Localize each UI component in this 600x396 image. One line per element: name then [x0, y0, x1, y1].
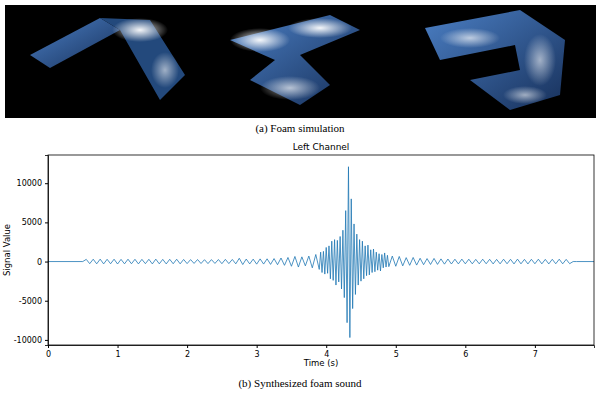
- render-foam: [288, 18, 352, 38]
- x-tick: 5: [394, 345, 399, 359]
- x-tick-label: 3: [255, 350, 260, 359]
- x-tick-mark: [396, 345, 397, 348]
- x-tick-label: 5: [394, 350, 399, 359]
- x-axis-title: Time (s): [303, 358, 339, 368]
- y-tick: 0: [37, 258, 48, 267]
- y-tick-label: 10000: [17, 179, 42, 188]
- y-tick-mark: [45, 222, 48, 223]
- x-tick-mark: [257, 345, 258, 348]
- x-tick-mark: [118, 345, 119, 348]
- render-slab: [230, 15, 360, 105]
- y-axis-title: Signal Value: [2, 224, 12, 276]
- y-tick: 10000: [17, 179, 48, 188]
- render-foam: [260, 76, 320, 100]
- caption: (b) Synthesized foam sound: [238, 377, 362, 390]
- render-foam: [440, 28, 500, 48]
- y-tick-mark: [45, 183, 48, 184]
- y-axis: -10000 -5000 0 5000 10000: [14, 156, 49, 346]
- x-tick-mark: [187, 345, 188, 348]
- x-tick: 1: [116, 345, 121, 359]
- y-tick: -5000: [19, 297, 48, 306]
- waveform: [48, 167, 594, 338]
- y-tick-label: -10000: [14, 336, 42, 345]
- plot-frame: [48, 155, 594, 345]
- x-tick-mark: [465, 345, 466, 348]
- render-foam: [112, 18, 168, 42]
- render-background: [5, 5, 596, 118]
- plot-area: [48, 167, 594, 338]
- x-tick-label: 7: [533, 350, 538, 359]
- render-foam: [503, 86, 547, 104]
- x-tick: 2: [185, 345, 190, 359]
- render-slab: [425, 10, 565, 110]
- foam-renderings: [5, 5, 596, 118]
- y-tick-mark: [45, 262, 48, 263]
- x-tick: 7: [533, 345, 538, 359]
- chart-title: Left Channel: [293, 142, 350, 152]
- caption: (a) Foam simulation: [255, 122, 345, 135]
- render-foam: [230, 28, 290, 52]
- x-tick-label: 0: [46, 350, 51, 359]
- x-tick: 0: [46, 345, 51, 359]
- x-tick-label: 6: [463, 350, 468, 359]
- y-tick-mark: [45, 301, 48, 302]
- render-foam: [151, 52, 179, 88]
- figure: (a) Foam simulation 0 1 2 3 4 5 6 7 -10000 -5000 0 5…: [0, 0, 600, 396]
- x-tick-mark: [535, 345, 536, 348]
- y-tick-label: 0: [37, 258, 42, 267]
- x-axis-line: [49, 346, 595, 349]
- x-tick-mark: [326, 345, 327, 348]
- y-tick-mark: [45, 340, 48, 341]
- render-slab: [30, 18, 120, 68]
- y-tick: -10000: [14, 336, 48, 345]
- x-tick: 6: [463, 345, 468, 359]
- y-tick-label: -5000: [19, 297, 42, 306]
- x-tick: 4: [324, 345, 329, 359]
- x-axis: 0 1 2 3 4 5 6 7: [46, 345, 595, 359]
- x-tick-label: 1: [116, 350, 121, 359]
- x-tick: 3: [255, 345, 260, 359]
- render-slab: [100, 18, 185, 100]
- x-tick-label: 2: [185, 350, 190, 359]
- render-foam: [524, 34, 556, 86]
- y-tick-label: 5000: [22, 218, 42, 227]
- y-tick: 5000: [22, 218, 48, 227]
- y-axis-line: [45, 156, 49, 346]
